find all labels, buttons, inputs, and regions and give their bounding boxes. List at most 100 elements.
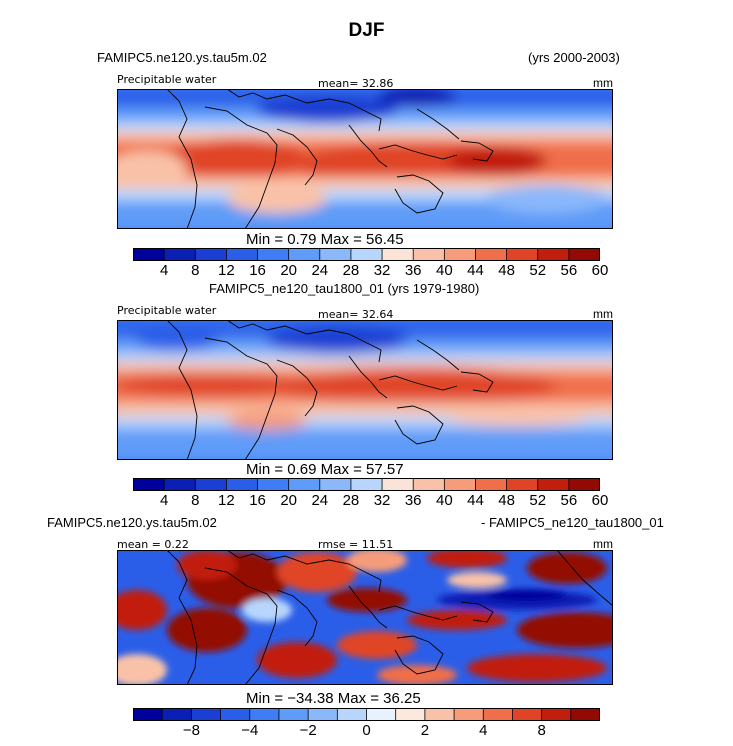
panel3-case-right: - FAMIPC5_ne120_tau1800_01 <box>481 515 664 530</box>
panel3-colorbar <box>133 708 600 721</box>
panel2-map <box>117 320 613 460</box>
colorbar-box <box>512 708 542 721</box>
panel1-colorbar-ticks: 4 8 12 16 20 24 28 32 36 40 44 48 52 56 60 <box>133 262 608 280</box>
colorbar-tick-label: 36 <box>404 262 422 279</box>
colorbar-tick-label: 28 <box>342 262 360 279</box>
panel1-frame <box>117 89 613 229</box>
colorbar-box <box>570 708 600 721</box>
panel2-coastlines <box>166 320 494 460</box>
panel3-colorbar-ticks: −8 −4 −2 0 2 4 8 <box>133 722 600 740</box>
colorbar-box <box>444 478 476 491</box>
colorbar-tick-label: 40 <box>435 262 453 279</box>
colorbar-box <box>220 708 251 721</box>
panel1-years: (yrs 2000-2003) <box>528 50 620 65</box>
panel1-variable: Precipitable water <box>117 73 217 86</box>
panel2-colorbar-ticks: 4 8 12 16 20 24 28 32 36 40 44 48 52 56 60 <box>133 492 608 510</box>
colorbar-box <box>350 478 383 491</box>
colorbar-tick-label: 20 <box>280 492 297 509</box>
colorbar-box <box>288 248 321 261</box>
colorbar-box <box>308 708 338 721</box>
colorbar-tick-label: 12 <box>218 492 235 509</box>
colorbar-tick-label: −8 <box>182 722 200 739</box>
colorbar-box <box>506 248 539 261</box>
colorbar-box <box>164 248 196 261</box>
colorbar-box <box>413 248 445 261</box>
colorbar-tick-label: 16 <box>249 492 266 509</box>
colorbar-tick-label: 60 <box>591 492 609 509</box>
colorbar-box <box>133 248 165 261</box>
panel2-mean: mean= 32.64 <box>318 308 394 321</box>
colorbar-box <box>454 708 484 721</box>
colorbar-box <box>424 708 455 721</box>
colorbar-box <box>350 248 383 261</box>
colorbar-tick-label: 8 <box>537 722 546 739</box>
colorbar-tick-label: 4 <box>159 492 169 509</box>
panel2-colorbar <box>133 478 600 491</box>
colorbar-box <box>195 478 227 491</box>
colorbar-box <box>444 248 476 261</box>
colorbar-box <box>319 478 352 491</box>
panel2-units: mm <box>593 307 613 321</box>
panel1-mean: mean= 32.86 <box>318 77 394 90</box>
colorbar-tick-label: −4 <box>241 722 259 739</box>
colorbar-box <box>337 708 367 721</box>
panel2-variable: Precipitable water <box>117 304 217 317</box>
panel1-map <box>117 89 613 229</box>
colorbar-tick-label: 56 <box>560 262 578 279</box>
panel2-case-years: FAMIPC5_ne120_tau1800_01 (yrs 1979-1980) <box>209 281 480 296</box>
colorbar-tick-label: 44 <box>467 492 484 509</box>
colorbar-tick-label: 2 <box>420 722 430 739</box>
colorbar-tick-label: 32 <box>373 262 391 279</box>
colorbar-tick-label: 52 <box>529 492 547 509</box>
colorbar-box <box>278 708 309 721</box>
colorbar-box <box>395 708 426 721</box>
panel1-colorbar <box>133 248 600 261</box>
colorbar-tick-label: 36 <box>404 492 422 509</box>
colorbar-box <box>162 708 192 721</box>
colorbar-box <box>366 708 396 721</box>
colorbar-box <box>133 478 165 491</box>
panel1-case-name: FAMIPC5.ne120.ys.tau5m.02 <box>97 50 267 65</box>
colorbar-tick-label: 40 <box>435 492 453 509</box>
panel3-rmse: rmse = 11.51 <box>318 538 394 551</box>
colorbar-tick-label: 20 <box>280 262 297 279</box>
colorbar-tick-label: 32 <box>373 492 391 509</box>
panel1-minmax: Min = 0.79 Max = 56.45 <box>246 231 404 248</box>
colorbar-box <box>568 248 600 261</box>
colorbar-tick-label: 60 <box>591 262 609 279</box>
colorbar-tick-label: 48 <box>498 492 515 509</box>
colorbar-tick-label: 24 <box>311 262 329 279</box>
panel3-coastlines <box>166 550 613 685</box>
figure-title: DJF <box>348 20 385 41</box>
colorbar-box <box>537 478 570 491</box>
colorbar-box <box>288 478 321 491</box>
colorbar-tick-label: 4 <box>159 262 169 279</box>
colorbar-box <box>133 708 163 721</box>
colorbar-box <box>226 248 258 261</box>
panel3-mean: mean = 0.22 <box>117 538 189 551</box>
panel3-units: mm <box>593 537 613 551</box>
colorbar-box <box>195 248 227 261</box>
colorbar-box <box>249 708 280 721</box>
colorbar-box <box>475 478 507 491</box>
colorbar-tick-label: 28 <box>342 492 360 509</box>
colorbar-tick-label: 24 <box>311 492 329 509</box>
panel3-frame <box>117 550 613 685</box>
colorbar-box <box>191 708 221 721</box>
panel2-minmax: Min = 0.69 Max = 57.57 <box>246 461 404 478</box>
panel3-case-left: FAMIPC5.ne120.ys.tau5m.02 <box>47 515 217 530</box>
colorbar-tick-label: 8 <box>191 492 200 509</box>
colorbar-box <box>568 478 600 491</box>
panel3-minmax: Min = −34.38 Max = 36.25 <box>246 690 421 707</box>
colorbar-tick-label: 12 <box>218 262 235 279</box>
colorbar-box <box>413 478 445 491</box>
colorbar-box <box>164 478 196 491</box>
colorbar-tick-label: 8 <box>191 262 200 279</box>
colorbar-tick-label: 0 <box>362 722 371 739</box>
colorbar-box <box>537 248 570 261</box>
colorbar-tick-label: 56 <box>560 492 578 509</box>
colorbar-tick-label: 16 <box>249 262 266 279</box>
colorbar-box <box>382 248 414 261</box>
colorbar-box <box>257 478 289 491</box>
panel1-units: mm <box>593 76 613 90</box>
